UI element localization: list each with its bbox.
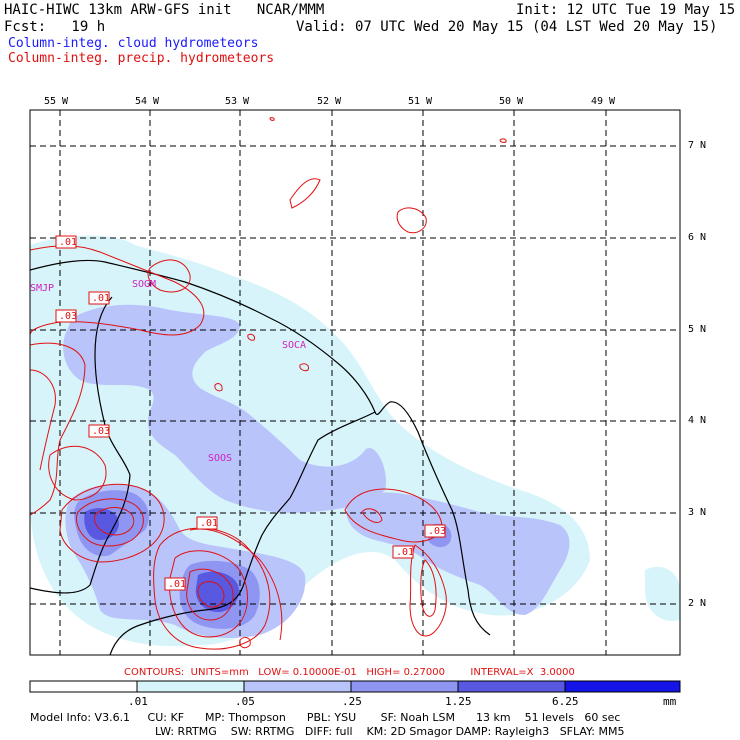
contour-label: .03 — [59, 311, 78, 322]
lon-label: 51 W — [408, 96, 433, 107]
contour-labels — [55, 235, 446, 591]
contours-info: CONTOURS: UNITS=mm LOW= 0.10000E-01 HIGH… — [124, 667, 575, 678]
legend-cloud-hydrometeors: Column-integ. cloud hydrometeors — [8, 36, 259, 51]
map-frame — [29, 109, 681, 656]
colorbar-tick: .05 — [235, 695, 255, 708]
colorbar-tick: .25 — [342, 695, 362, 708]
colorbar — [29, 680, 681, 693]
colorbar-unit: mm — [663, 695, 677, 708]
lat-label: 3 N — [688, 507, 707, 518]
contour-label: .01 — [200, 518, 219, 529]
lon-label: 53 W — [225, 96, 250, 107]
lon-label: 52 W — [317, 96, 342, 107]
station-label-soos: SOOS — [208, 453, 233, 464]
lon-label: 49 W — [591, 96, 616, 107]
lat-lon-grid — [30, 110, 680, 655]
forecast-hour: Fcst: 19 h — [4, 19, 106, 35]
lat-label: 2 N — [688, 598, 707, 609]
lat-label: 7 N — [688, 140, 707, 151]
contour-label: .01 — [396, 547, 415, 558]
legend-precip-hydrometeors: Column-integ. precip. hydrometeors — [8, 51, 275, 66]
lon-label: 50 W — [499, 96, 524, 107]
contour-label: .01 — [92, 293, 111, 304]
lat-label: 6 N — [688, 232, 707, 243]
station-label-smjp: SMJP — [30, 283, 55, 294]
colorbar-tick: .01 — [128, 695, 148, 708]
lon-label: 54 W — [135, 96, 160, 107]
station-label-soca: SOCA — [282, 340, 307, 351]
colorbar-tick: 6.25 — [552, 695, 579, 708]
contour-label: .03 — [92, 426, 111, 437]
valid-time: Valid: 07 UTC Wed 20 May 15 (04 LST Wed … — [296, 19, 718, 35]
lat-label: 5 N — [688, 324, 707, 335]
plot-title: HAIC-HIWC 13km ARW-GFS init NCAR/MMM — [4, 2, 325, 18]
init-time: Init: 12 UTC Tue 19 May 15 — [516, 2, 736, 18]
model-info-line1: Model Info: V3.6.1 CU: KF MP: Thompson P… — [30, 711, 621, 724]
contour-label: .01 — [59, 237, 78, 248]
lat-label: 4 N — [688, 415, 707, 426]
colorbar-tick: 1.25 — [445, 695, 472, 708]
lon-label: 55 W — [44, 96, 69, 107]
station-label-sogm: SOGM — [132, 279, 157, 290]
contour-label: .03 — [428, 526, 447, 537]
contour-label: .01 — [168, 579, 187, 590]
model-info-line2: LW: RRTMG SW: RRTMG DIFF: full KM: 2D Sm… — [155, 725, 625, 738]
